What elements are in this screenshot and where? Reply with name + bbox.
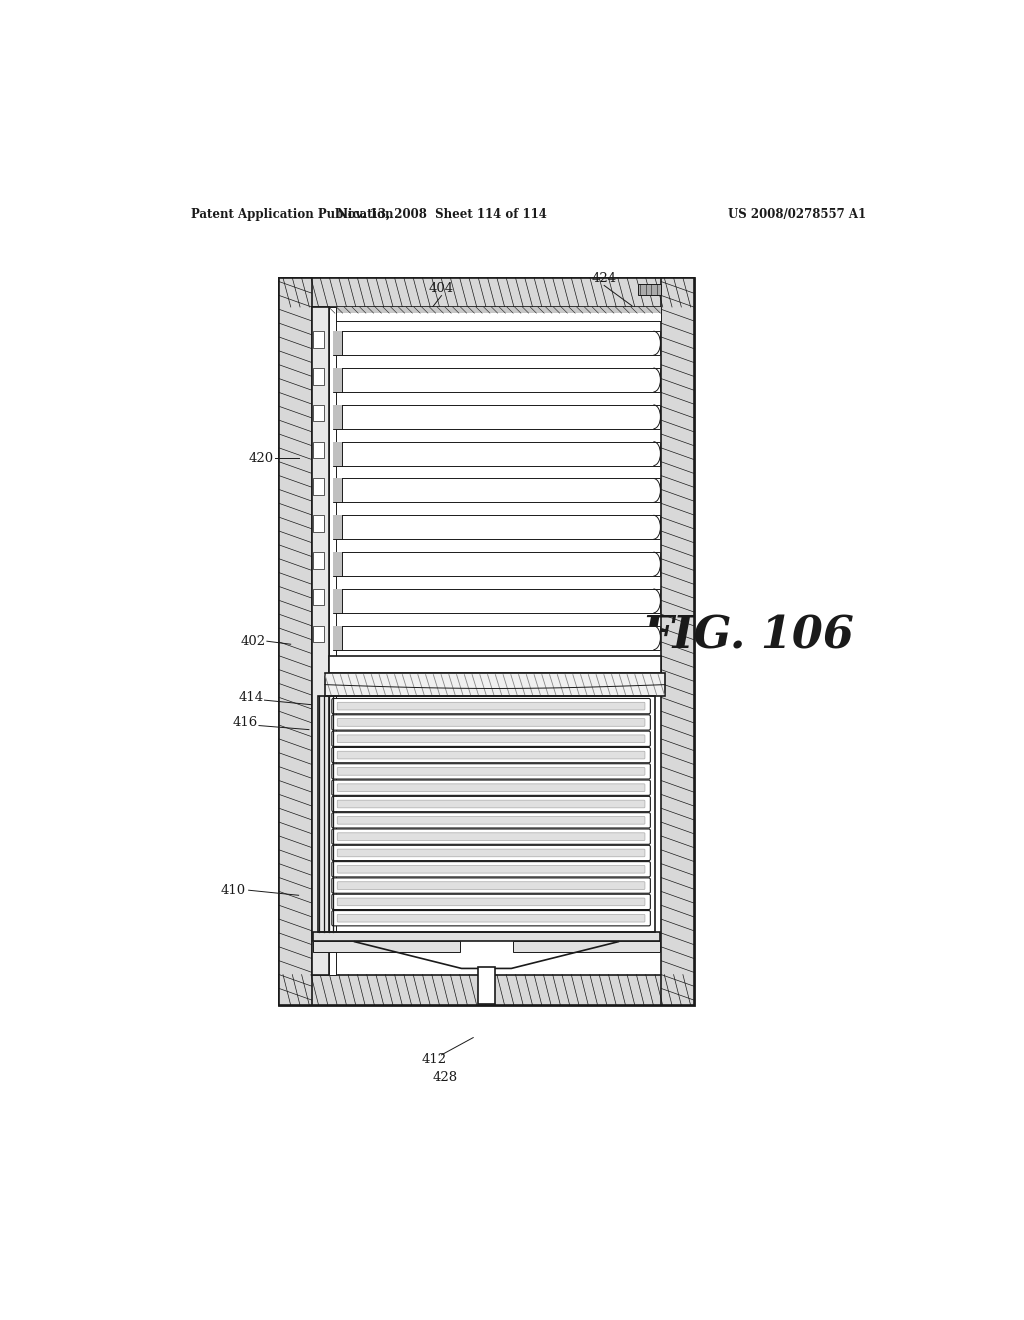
Bar	[478, 966, 495, 1003]
Bar	[313, 368, 324, 384]
Bar	[313, 442, 324, 458]
Text: 428: 428	[433, 1071, 458, 1084]
Text: Nov. 13, 2008  Sheet 114 of 114: Nov. 13, 2008 Sheet 114 of 114	[337, 207, 547, 220]
Text: 410: 410	[220, 883, 246, 896]
FancyBboxPatch shape	[332, 780, 650, 796]
Bar	[333, 626, 659, 649]
Bar	[311, 308, 329, 974]
FancyBboxPatch shape	[337, 817, 645, 824]
Bar	[333, 331, 342, 355]
FancyBboxPatch shape	[337, 915, 645, 923]
FancyBboxPatch shape	[337, 800, 645, 808]
Bar	[313, 515, 324, 532]
Bar	[662, 277, 693, 1006]
FancyBboxPatch shape	[337, 702, 645, 710]
Bar	[513, 941, 659, 952]
FancyBboxPatch shape	[332, 747, 650, 763]
Text: US 2008/0278557 A1: US 2008/0278557 A1	[728, 207, 866, 220]
FancyBboxPatch shape	[332, 731, 650, 746]
FancyBboxPatch shape	[337, 866, 645, 873]
Bar	[333, 368, 342, 392]
Text: Patent Application Publication: Patent Application Publication	[191, 207, 394, 220]
FancyBboxPatch shape	[337, 767, 645, 775]
FancyBboxPatch shape	[337, 882, 645, 890]
Bar	[313, 932, 659, 941]
Bar	[313, 331, 324, 347]
Bar	[333, 589, 659, 612]
FancyBboxPatch shape	[337, 751, 645, 759]
Text: 424: 424	[592, 272, 616, 285]
Bar	[333, 552, 342, 576]
Bar	[333, 331, 659, 355]
Bar	[333, 515, 659, 539]
Bar	[329, 308, 337, 974]
FancyBboxPatch shape	[332, 764, 650, 779]
Text: 414: 414	[239, 690, 263, 704]
Bar	[317, 696, 655, 932]
FancyBboxPatch shape	[332, 911, 650, 925]
Text: 404: 404	[429, 282, 454, 294]
FancyBboxPatch shape	[332, 813, 650, 828]
Bar	[325, 673, 665, 696]
Bar	[333, 552, 659, 576]
Bar	[333, 368, 659, 392]
Bar	[333, 405, 342, 429]
FancyBboxPatch shape	[337, 833, 645, 841]
Text: 420: 420	[249, 451, 273, 465]
FancyBboxPatch shape	[337, 898, 645, 906]
FancyBboxPatch shape	[332, 698, 650, 714]
Bar	[333, 515, 342, 539]
Bar	[333, 478, 342, 503]
Bar	[333, 442, 342, 466]
Bar	[280, 277, 311, 1006]
Bar	[313, 941, 460, 952]
Text: FIG. 106: FIG. 106	[641, 615, 853, 657]
Bar	[333, 589, 342, 612]
Bar	[638, 284, 662, 294]
Bar	[333, 626, 342, 649]
FancyBboxPatch shape	[332, 796, 650, 812]
FancyBboxPatch shape	[337, 849, 645, 857]
Bar	[313, 552, 324, 569]
Bar	[313, 405, 324, 421]
FancyBboxPatch shape	[337, 718, 645, 726]
Bar	[280, 277, 693, 308]
Text: 416: 416	[232, 715, 258, 729]
FancyBboxPatch shape	[332, 845, 650, 861]
Bar	[313, 589, 324, 606]
Bar	[329, 656, 662, 673]
FancyBboxPatch shape	[332, 829, 650, 845]
Bar	[329, 308, 662, 313]
Text: 402: 402	[241, 635, 266, 648]
Bar	[313, 478, 324, 495]
FancyBboxPatch shape	[337, 735, 645, 743]
FancyBboxPatch shape	[337, 784, 645, 792]
Bar	[333, 405, 659, 429]
Bar	[333, 478, 659, 503]
FancyBboxPatch shape	[332, 878, 650, 894]
Bar	[333, 442, 659, 466]
Bar	[280, 277, 693, 1006]
Bar	[313, 626, 324, 643]
FancyBboxPatch shape	[332, 894, 650, 909]
Bar	[280, 974, 693, 1006]
Text: 412: 412	[422, 1053, 446, 1067]
Bar	[329, 308, 662, 321]
FancyBboxPatch shape	[332, 862, 650, 876]
FancyBboxPatch shape	[332, 715, 650, 730]
